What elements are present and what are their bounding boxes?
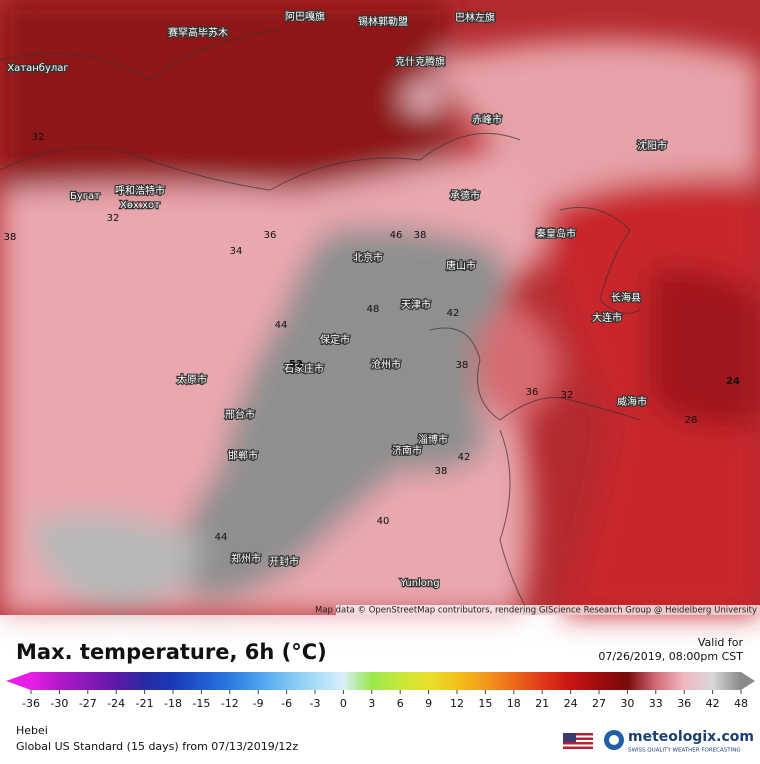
- region: Hebei: [16, 724, 48, 737]
- colorbar-tick-label: -36: [22, 697, 40, 710]
- colorbar-tick-label: -24: [107, 697, 125, 710]
- place-label: 大连市: [592, 311, 622, 324]
- contour-label: 40: [377, 516, 390, 527]
- colorbar-tick-label: -9: [253, 697, 264, 710]
- contour-label: 32: [561, 390, 574, 401]
- contour-label: 42: [458, 452, 471, 463]
- colorbar: -36 -30 -27 -24 -21 -18 -15 -12 -9 -6 -3 0 3 6 9 12 15 18…: [6, 672, 755, 710]
- contour-label: 42: [447, 308, 460, 319]
- colorbar-tick-label: -12: [221, 697, 239, 710]
- colorbar-low-end: [6, 672, 31, 690]
- place-label: 保定市: [320, 333, 350, 346]
- place-label: 克什克腾旗: [395, 55, 445, 68]
- contour-labels: 32 38 36 34 32 44 46 48 52 42 38 36 32 38 24 28 42 38 40 44: [4, 132, 740, 543]
- valid-label: Valid for: [698, 636, 744, 649]
- colorbar-tick-label: 21: [535, 697, 549, 710]
- colorbar-tick-label: -18: [164, 697, 182, 710]
- place-label: 长海县: [611, 291, 641, 304]
- place-label: 北京市: [353, 251, 383, 264]
- place-label: 赛罕高毕苏木: [168, 26, 228, 39]
- place-label: Хатанбулаг: [7, 63, 68, 74]
- colorbar-tick-label: 12: [450, 697, 464, 710]
- place-label: 天津市: [401, 298, 431, 311]
- contour-label: 28: [685, 415, 698, 426]
- brand: meteologix.com: [628, 729, 754, 745]
- place-label: 秦皇岛市: [536, 227, 576, 240]
- colorbar-bar: [31, 672, 741, 690]
- colorbar-tick-label: -21: [136, 697, 154, 710]
- contour-label: 32: [32, 132, 45, 143]
- contour-label: 46: [390, 230, 403, 241]
- colorbar-tick-label: 24: [564, 697, 578, 710]
- colorbar-tick-label: 48: [734, 697, 748, 710]
- place-label: 锡林郭勒盟: [358, 15, 408, 28]
- colorbar-tick-label: 30: [620, 697, 634, 710]
- colorbar-tick-label: 36: [677, 697, 691, 710]
- place-label: Хөх хот: [120, 200, 160, 211]
- place-label: 威海市: [617, 395, 647, 408]
- model-run: Global US Standard (15 days) from 07/13/…: [16, 740, 298, 753]
- colorbar-tick-label: 27: [592, 697, 606, 710]
- contour-label: 36: [526, 387, 539, 398]
- place-label: 承德市: [450, 189, 480, 202]
- colorbar-tick-label: 42: [706, 697, 720, 710]
- contour-label: 34: [230, 246, 243, 257]
- colorbar-tick-label: -15: [192, 697, 210, 710]
- contour-label: 36: [264, 230, 277, 241]
- contour-label: 24: [726, 376, 740, 387]
- place-label: 沧州市: [371, 358, 401, 371]
- place-label: 赤峰市: [472, 113, 502, 126]
- map: Map data © OpenStreetMap contributors, r…: [0, 0, 760, 616]
- colorbar-tick-label: 6: [397, 697, 404, 710]
- contour-label: 48: [367, 304, 380, 315]
- place-label: 郑州市: [231, 552, 261, 565]
- flag: [563, 733, 593, 749]
- colorbar-high-end: [741, 672, 755, 690]
- place-label: 开封市: [269, 555, 299, 568]
- colorbar-tick-label: 15: [478, 697, 492, 710]
- colorbar-tick-label: 9: [425, 697, 432, 710]
- place-label: 邢台市: [225, 408, 255, 421]
- contour-label: 38: [456, 360, 469, 371]
- colorbar-tick-label: 18: [507, 697, 521, 710]
- place-label: 唐山市: [446, 259, 476, 272]
- legend-title: Max. temperature, 6h (°C): [16, 640, 327, 664]
- contour-label: 52: [289, 359, 303, 370]
- place-label: 呼和浩特市: [115, 184, 165, 197]
- colorbar-tick-label: 3: [368, 697, 375, 710]
- place-label: 太原市: [177, 373, 207, 386]
- place-label: 沈阳市: [637, 139, 667, 152]
- colorbar-tick-label: 0: [340, 697, 347, 710]
- contour-label: 38: [4, 232, 17, 243]
- place-label: 淄博市: [418, 433, 448, 446]
- contour-label: 32: [107, 213, 120, 224]
- attribution: Map data © OpenStreetMap contributors, r…: [315, 606, 757, 616]
- colorbar-tick-label: -27: [79, 697, 97, 710]
- contour-label: 44: [215, 532, 228, 543]
- colorbar-tick-label: -3: [310, 697, 321, 710]
- colorbar-tick-label: 33: [649, 697, 663, 710]
- place-label: 济南市: [392, 444, 422, 457]
- place-label: Yunlong: [399, 578, 439, 589]
- place-label: 阿巴嘎旗: [285, 10, 325, 23]
- place-label: 巴林左旗: [455, 11, 495, 24]
- colorbar-tick-label: -6: [281, 697, 292, 710]
- colorbar-tick-label: -30: [50, 697, 68, 710]
- place-label: 邯郸市: [228, 449, 258, 462]
- valid-time: 07/26/2019, 08:00pm CST: [598, 650, 743, 663]
- contour-label: 38: [435, 466, 448, 477]
- logo: meteologix.com SWISS QUALITY WEATHER FOR…: [604, 729, 754, 754]
- place-label: 石家庄市: [284, 362, 324, 375]
- tagline: SWISS QUALITY WEATHER FORECASTING: [628, 748, 741, 754]
- contour-label: 38: [414, 230, 427, 241]
- place-label: Бугат: [70, 191, 100, 202]
- contour-label: 44: [275, 320, 288, 331]
